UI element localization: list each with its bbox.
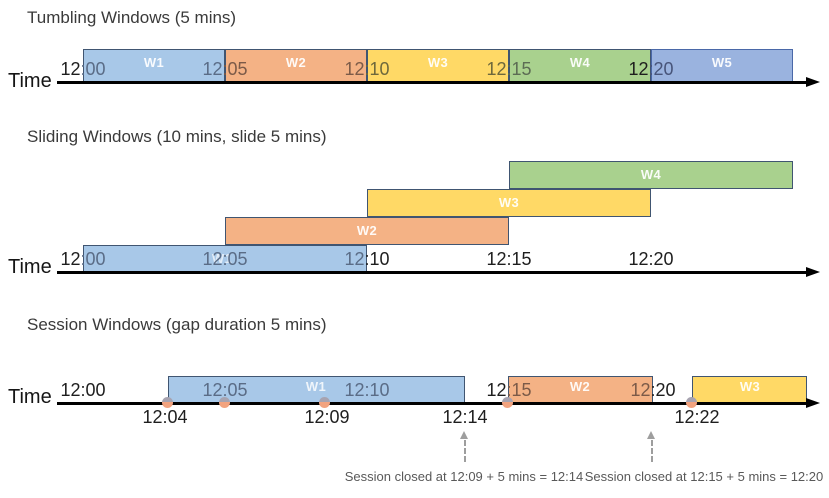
tumbling-title: Tumbling Windows (5 mins) (27, 8, 237, 27)
tumbling-time-axis-label: Time (8, 70, 52, 92)
event-label-12-04: 12:04 (142, 407, 188, 427)
sliding-time-axis (57, 271, 807, 274)
tumbling-window-w1 (83, 49, 225, 82)
sliding-window-w2-label: W2 (356, 223, 378, 238)
tumbling-tick-12-20: 12:20 (628, 59, 674, 79)
session-title: Session Windows (gap duration 5 mins) (27, 315, 327, 334)
sliding-tick-12-15: 12:15 (486, 249, 532, 269)
annotation-arrow-shaft-2 (651, 440, 653, 462)
tumbling-window-w2-label: W2 (285, 55, 307, 70)
tumbling-window-w3-label: W3 (427, 55, 449, 70)
session-tick-12-00: 12:00 (60, 380, 106, 400)
sliding-tick-12-00: 12:00 (60, 249, 106, 269)
session-axis-arrow-icon (806, 398, 820, 408)
sliding-tick-12-05: 12:05 (202, 249, 248, 269)
event-dot-12-15 (502, 397, 513, 408)
event-label-12-09: 12:09 (304, 407, 350, 427)
tumbling-tick-12-00: 12:00 (60, 59, 106, 79)
tumbling-axis-arrow-icon (806, 77, 820, 87)
sliding-time-axis-label: Time (8, 256, 52, 278)
tumbling-tick-12-05: 12:05 (202, 59, 248, 79)
tumbling-window-w4 (509, 49, 651, 82)
session-tick-12-20: 12:20 (630, 380, 676, 400)
tumbling-window-w5-label: W5 (711, 55, 733, 70)
event-label-12-14: 12:14 (442, 407, 488, 427)
session-tick-12-15: 12:15 (486, 380, 532, 400)
session-closed-annotation-1: Session closed at 12:09 + 5 mins = 12:14 (344, 469, 584, 484)
event-label-12-22: 12:22 (674, 407, 720, 427)
event-dot-12-09 (319, 397, 330, 408)
tumbling-tick-12-15: 12:15 (486, 59, 532, 79)
event-dot-12-04 (162, 397, 173, 408)
sliding-tick-12-10: 12:10 (344, 249, 390, 269)
session-closed-annotation-2: Session closed at 12:15 + 5 mins = 12:20 (584, 469, 824, 484)
sliding-window-w3-label: W3 (498, 195, 520, 210)
session-tick-12-10: 12:10 (344, 380, 390, 400)
annotation-arrow-up-icon-1 (460, 431, 468, 439)
sliding-tick-12-20: 12:20 (628, 249, 674, 269)
sliding-axis-arrow-icon (806, 267, 820, 277)
tumbling-window-w2 (225, 49, 367, 82)
sliding-window-w4-label: W4 (640, 167, 662, 182)
tumbling-time-axis (57, 81, 807, 84)
sliding-window-w3 (367, 189, 651, 217)
tumbling-window-w4-label: W4 (569, 55, 591, 70)
sliding-window-w4 (509, 161, 793, 189)
event-dot-12-05 (219, 397, 230, 408)
session-tick-12-05: 12:05 (202, 380, 248, 400)
sliding-title: Sliding Windows (10 mins, slide 5 mins) (27, 127, 327, 146)
sliding-window-w1-label: W1 (211, 251, 233, 266)
event-dot-12-22 (686, 397, 697, 408)
sliding-window-w2 (225, 217, 509, 245)
session-time-axis (57, 402, 807, 405)
tumbling-tick-12-10: 12:10 (344, 59, 390, 79)
session-window-w2-label: W2 (569, 379, 591, 394)
session-window-w3-label: W3 (739, 379, 761, 394)
session-window-w1-label: W1 (305, 379, 327, 394)
tumbling-window-w1-label: W1 (143, 55, 165, 70)
session-time-axis-label: Time (8, 386, 52, 408)
annotation-arrow-shaft-1 (464, 440, 466, 462)
annotation-arrow-up-icon-2 (647, 431, 655, 439)
